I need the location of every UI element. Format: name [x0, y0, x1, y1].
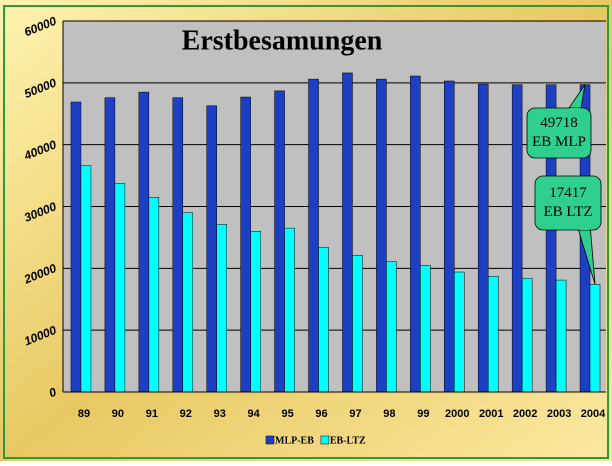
- bar: [114, 183, 126, 393]
- bar: [274, 90, 285, 393]
- x-tick-label: 94: [248, 408, 261, 420]
- bar: [318, 247, 329, 393]
- bar: [444, 80, 455, 393]
- bar: [148, 196, 160, 393]
- bar: [240, 96, 251, 393]
- bar: [410, 75, 421, 393]
- bar: [376, 78, 387, 393]
- bar: [342, 72, 353, 393]
- callout-seam: [570, 108, 580, 110]
- legend-swatch: [265, 435, 275, 445]
- x-tick-label: 90: [112, 408, 124, 420]
- x-tick-label: 93: [214, 408, 226, 420]
- bar: [80, 165, 92, 393]
- x-tick-label: 2003: [547, 408, 571, 420]
- x-tick-label: 2000: [445, 408, 469, 420]
- bar: [555, 279, 567, 393]
- title-box: [137, 22, 427, 64]
- bar: [386, 261, 397, 393]
- callout-text: EB LTZ: [543, 204, 592, 220]
- legend-label: MLP-EB: [275, 435, 314, 446]
- bar: [511, 84, 523, 393]
- bar: [206, 105, 217, 393]
- callout-text: EB MLP: [532, 134, 586, 150]
- bar: [70, 101, 82, 393]
- x-tick-label: 2002: [513, 408, 537, 420]
- callout-text: 49718: [540, 115, 578, 131]
- x-tick-label: 97: [349, 408, 361, 420]
- x-tick-label: 91: [146, 408, 158, 420]
- chart-title: Erstbesamungen: [182, 25, 383, 56]
- callout-seam: [579, 228, 590, 230]
- callout-box: [534, 175, 602, 231]
- bar: [487, 276, 499, 393]
- bar: [308, 78, 319, 393]
- x-tick-label: 96: [315, 408, 327, 420]
- x-tick-label: 89: [78, 408, 90, 420]
- callout-box: [526, 107, 592, 159]
- legend-label: EB-LTZ: [330, 435, 366, 446]
- bar: [216, 224, 227, 393]
- bar: [477, 83, 489, 393]
- callout-text: 17417: [549, 185, 587, 201]
- bar: [521, 277, 533, 393]
- x-tick-label: 99: [417, 408, 429, 420]
- bar: [589, 284, 601, 393]
- x-tick-label: 92: [180, 408, 192, 420]
- bar: [250, 230, 261, 393]
- bar: [182, 212, 194, 393]
- bar: [172, 97, 184, 393]
- legend-swatch: [320, 435, 330, 445]
- x-tick-label: 2001: [479, 408, 503, 420]
- bar: [420, 264, 431, 393]
- bar: [284, 227, 295, 393]
- bar: [352, 255, 363, 393]
- x-tick-label: 2004: [581, 408, 606, 420]
- y-tick-label: 0: [47, 385, 59, 401]
- bar: [138, 91, 150, 393]
- frame: [3, 5, 609, 459]
- bar: [454, 271, 465, 393]
- bar: [104, 97, 116, 393]
- x-tick-label: 98: [383, 408, 395, 420]
- x-tick-label: 95: [281, 408, 293, 420]
